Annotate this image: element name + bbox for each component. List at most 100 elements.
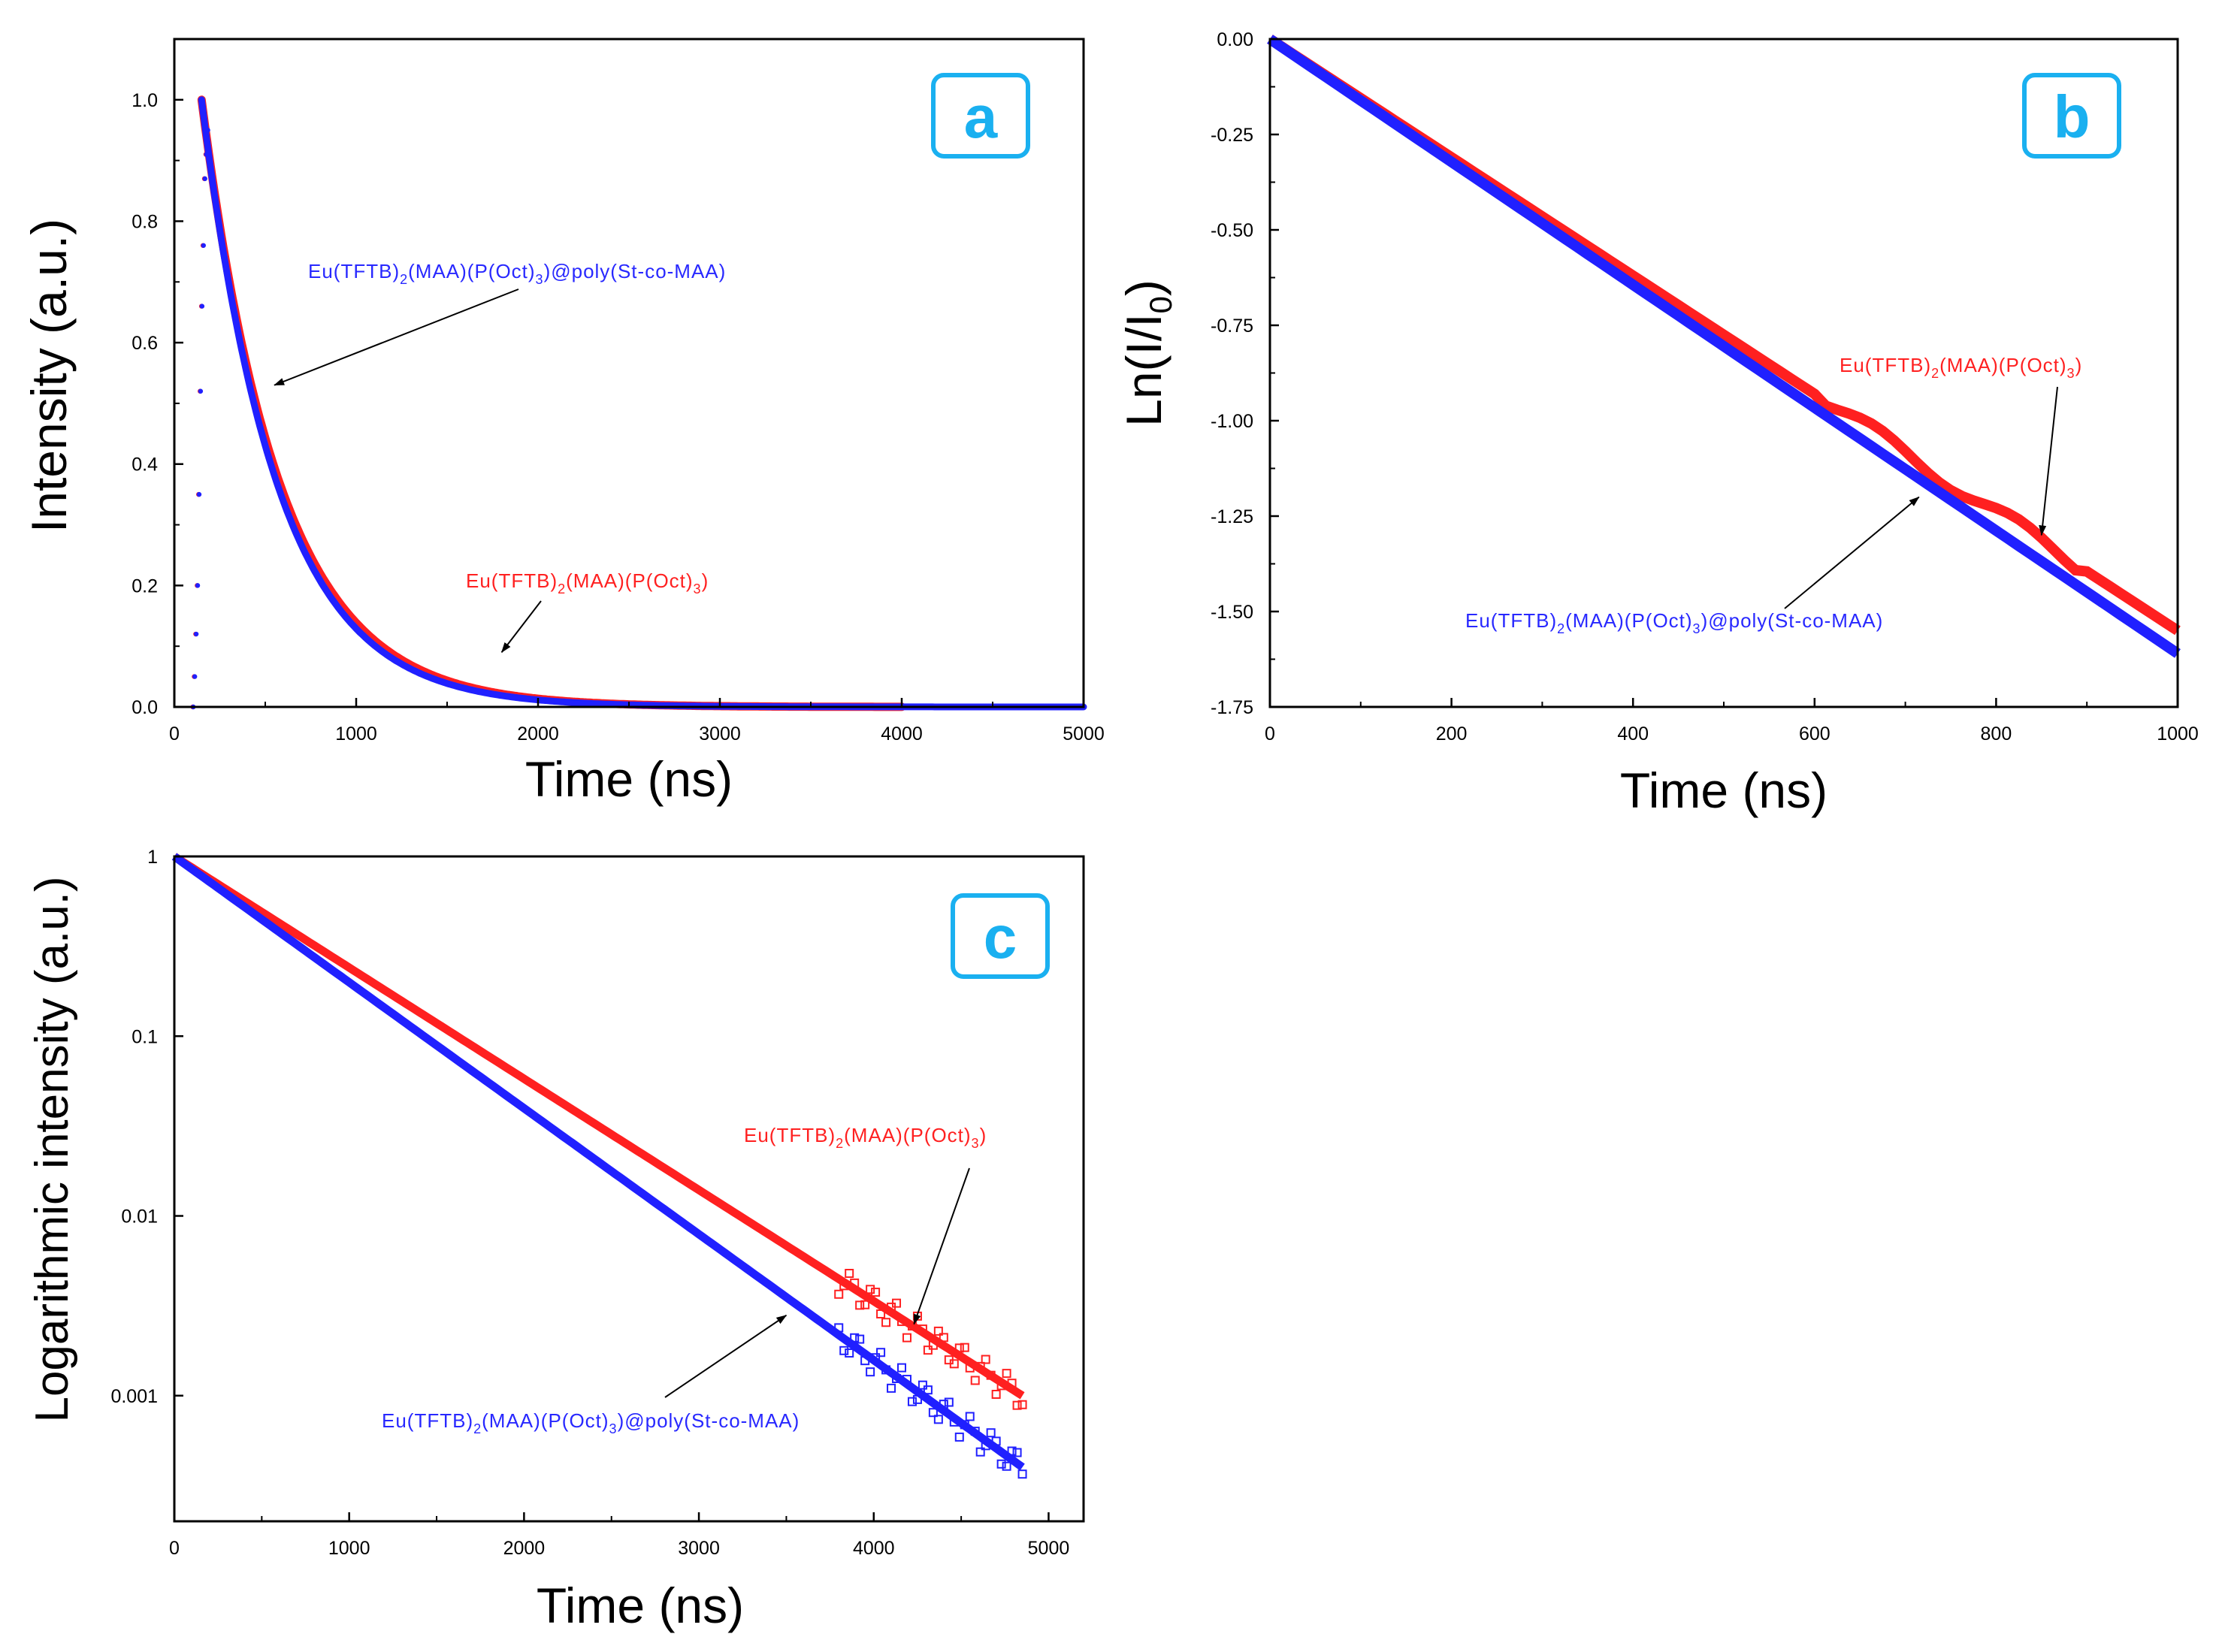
rise-point: [192, 674, 198, 679]
panel-c-plot-group: [171, 853, 1027, 1479]
panel-b-label-box: b: [2022, 73, 2121, 159]
y-tick-label: -0.25: [1211, 125, 1253, 146]
tail-marker: [981, 1355, 990, 1364]
annotation-sub1: 2: [836, 1136, 844, 1151]
tail-marker: [881, 1318, 891, 1327]
y-tick-label: 0.1: [132, 1026, 158, 1047]
tail-marker: [897, 1317, 906, 1327]
panel-b-label: b: [2054, 83, 2090, 150]
y-tick-label: 1.0: [132, 90, 158, 111]
annotation-tail: ): [702, 569, 709, 592]
x-tick-label: 1000: [2157, 723, 2199, 744]
x-tick-label: 400: [1617, 723, 1649, 744]
y-tick-label: -1.00: [1211, 411, 1253, 432]
tail-marker: [996, 1381, 1006, 1391]
series-1-curve: [198, 96, 1087, 711]
annotation-sub1: 2: [1557, 621, 1565, 636]
tail-marker: [944, 1397, 954, 1407]
series-1-line: [1267, 35, 2181, 658]
tail-marker: [970, 1376, 980, 1385]
tail-marker: [923, 1345, 933, 1355]
panel-c-ylabel: Logarithmic intensity (a.u.): [26, 876, 78, 1422]
panel-a-label: a: [964, 83, 998, 150]
panel-b-label-frame: [2022, 73, 2121, 159]
y-tick-label: 0.4: [132, 455, 158, 476]
annotation-tail: ): [980, 1124, 987, 1146]
tail-marker: [839, 1345, 849, 1355]
tail-marker: [850, 1278, 860, 1288]
x-tick-label: 2000: [517, 723, 559, 744]
x-tick-label: 0: [1265, 723, 1275, 744]
tail-marker: [871, 1353, 881, 1363]
tail-marker: [928, 1340, 938, 1350]
tail-marker: [991, 1390, 1001, 1400]
annotation-mid: (MAA)(P(Oct): [566, 569, 693, 592]
panel-b-ylabel-end: ): [1116, 279, 1171, 296]
annotation-mid: (MAA)(P(Oct): [1939, 354, 2066, 376]
annotation-arrow: [664, 1314, 788, 1398]
tail-marker: [845, 1269, 854, 1279]
tail-marker: [839, 1281, 849, 1291]
panel-b-ylabel-sub: 0: [1143, 296, 1178, 313]
tail-marker: [939, 1400, 948, 1409]
y-tick-label: 0.0: [132, 697, 158, 718]
y-tick-label: 0.2: [132, 575, 158, 596]
tail-marker: [960, 1420, 969, 1430]
annotation-arrow: [274, 288, 519, 386]
y-tick-label: -1.75: [1211, 697, 1253, 718]
tail-marker: [965, 1412, 975, 1421]
y-tick-label: 0.00: [1217, 29, 1253, 50]
tail-marker: [996, 1459, 1006, 1469]
tail-marker: [850, 1333, 860, 1342]
annotation-base: Eu(TFTB): [382, 1409, 473, 1432]
tail-marker: [933, 1415, 943, 1424]
tail-marker: [876, 1309, 886, 1318]
x-tick-label: 1000: [328, 1538, 370, 1559]
tail-marker: [855, 1334, 865, 1344]
tail-marker: [892, 1298, 902, 1308]
panel-a-ticks: 0 1000 2000 3000 4000 5000 0.0 0.2 0.4 0.6 0.8 1.0: [132, 90, 1105, 744]
annotation-label: Eu(TFTB)2(MAA)(P(Oct)3): [466, 569, 709, 596]
tail-marker: [991, 1436, 1001, 1446]
tail-marker: [866, 1367, 875, 1377]
annotation-sub2: 3: [536, 272, 544, 287]
annotation-mid: (MAA)(P(Oct): [844, 1124, 971, 1146]
panel-b-plot-group: [1267, 35, 2181, 658]
panel-b-xlabel: Time (ns): [1620, 763, 1827, 818]
panel-b-ticks: 0 200 400 600 800 1000 0.00 -0.25 -0.50 -0.75 -1.0…: [1211, 29, 2199, 744]
rise-point: [195, 583, 201, 588]
annotation-base: Eu(TFTB): [1465, 609, 1557, 632]
tail-marker: [860, 1356, 870, 1366]
panel-a: 0 1000 2000 3000 4000 50000.00.20.40.60.81.0 …: [21, 38, 1105, 807]
annotation-tail: )@poly(St-co-MAA): [544, 260, 727, 282]
panel-c-annotations: Eu(TFTB)2(MAA)(P(Oct)3)Eu(TFTB)2(MAA)(P(…: [382, 1124, 987, 1436]
annotation-sub2: 3: [1693, 621, 1701, 636]
annotation-sub2: 3: [972, 1136, 980, 1151]
panel-c: 0 1000 2000 3000 4000 5000 1 0.1 0.01 0.001 Time …: [26, 847, 1085, 1633]
annotation-arrow: [500, 600, 542, 654]
tail-marker: [855, 1300, 865, 1310]
tail-marker: [1012, 1448, 1022, 1457]
tail-marker: [918, 1324, 927, 1334]
annotation-sub2: 3: [694, 581, 702, 596]
annotation-arrow: [2039, 386, 2058, 536]
rise-point: [199, 304, 205, 309]
x-tick-label: 3000: [678, 1538, 720, 1559]
annotation-label: Eu(TFTB)2(MAA)(P(Oct)3): [744, 1124, 987, 1151]
series-0-curve: [197, 95, 906, 711]
annotation-label: Eu(TFTB)2(MAA)(P(Oct)3)@poly(St-co-MAA): [308, 260, 726, 287]
x-tick-label: 4000: [881, 723, 923, 744]
x-tick-label: 800: [1981, 723, 2012, 744]
tail-marker: [860, 1300, 870, 1309]
annotation-tail: ): [2075, 354, 2083, 376]
y-tick-label: 0.001: [110, 1386, 158, 1407]
annotation-tail: )@poly(St-co-MAA): [618, 1409, 800, 1432]
x-tick-label: 4000: [853, 1538, 895, 1559]
annotation-sub1: 2: [400, 272, 408, 287]
series-0-line: [172, 853, 1025, 1400]
panel-c-label: c: [984, 904, 1017, 971]
panel-a-label-frame: [931, 73, 1030, 159]
x-tick-label: 5000: [1063, 723, 1105, 744]
tail-marker: [881, 1365, 891, 1375]
annotation-base: Eu(TFTB): [1840, 354, 1931, 376]
